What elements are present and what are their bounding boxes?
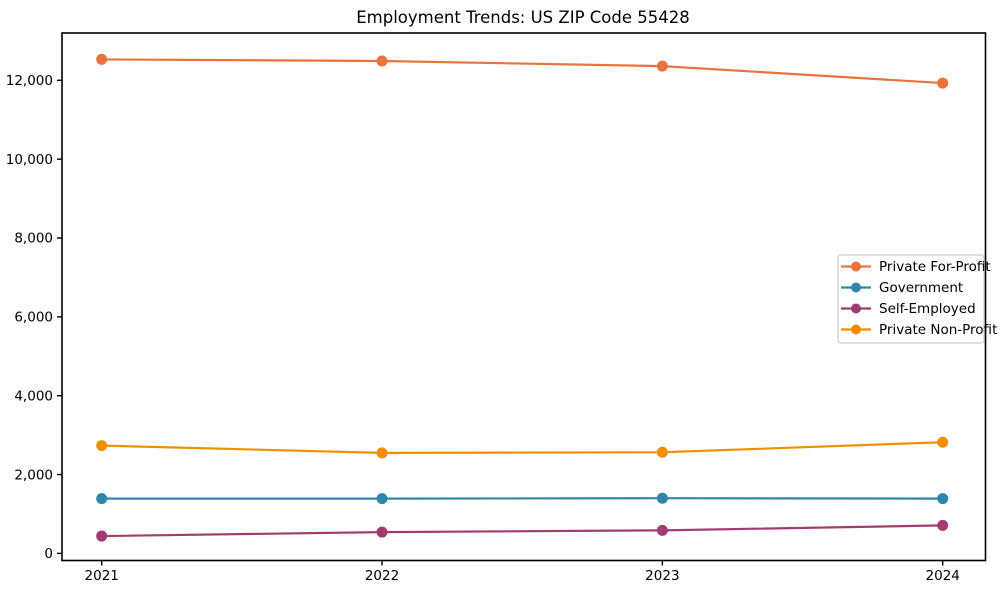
axes-layer: 0 2,000 4,000 6,000 8,000 10,000 12,000 2021 202… <box>6 32 987 584</box>
y-axis-tick-label: 6,000 <box>14 310 53 326</box>
legend-marker <box>851 324 861 335</box>
series-line <box>100 524 944 538</box>
series-line <box>100 58 944 85</box>
data-point <box>376 493 388 505</box>
data-point <box>376 526 388 538</box>
legend-marker <box>851 303 861 314</box>
data-point <box>376 55 388 67</box>
legend-marker <box>851 261 861 272</box>
series-layer <box>96 53 949 542</box>
y-axis-tick-label: 12,000 <box>6 73 53 89</box>
y-axis-tick-label: 2,000 <box>14 467 53 483</box>
legend-marker <box>851 282 861 293</box>
plot-border <box>61 32 987 562</box>
legend-label: Government <box>879 280 963 296</box>
legend-box <box>837 254 985 344</box>
legend: Private For-Profit Government Self-Employe… <box>837 254 997 344</box>
legend-label: Self-Employed <box>879 301 976 317</box>
data-point <box>656 60 668 72</box>
data-point <box>376 447 388 459</box>
data-point <box>937 493 949 505</box>
data-point <box>656 492 668 504</box>
data-point <box>96 53 108 65</box>
y-axis-tick-label: 0 <box>44 546 53 562</box>
data-point <box>656 524 668 536</box>
x-axis-tick-label: 2022 <box>365 568 399 584</box>
series-line <box>100 441 944 454</box>
legend-label: Private Non-Profit <box>879 322 997 338</box>
data-point <box>96 493 108 505</box>
y-axis-tick-label: 8,000 <box>14 231 53 247</box>
data-point <box>96 530 108 542</box>
chart-title: Employment Trends: US ZIP Code 55428 <box>356 8 690 27</box>
data-point <box>656 446 668 458</box>
legend-label: Private For-Profit <box>879 259 991 275</box>
data-point <box>96 440 108 452</box>
data-point <box>937 519 949 531</box>
x-axis-tick-label: 2023 <box>645 568 679 584</box>
data-point <box>937 77 949 89</box>
x-axis-tick-label: 2021 <box>85 568 119 584</box>
x-axis-tick-label: 2024 <box>926 568 960 584</box>
data-point <box>937 436 949 448</box>
y-axis-tick-label: 4,000 <box>14 388 53 404</box>
y-axis-tick-label: 10,000 <box>6 152 53 168</box>
